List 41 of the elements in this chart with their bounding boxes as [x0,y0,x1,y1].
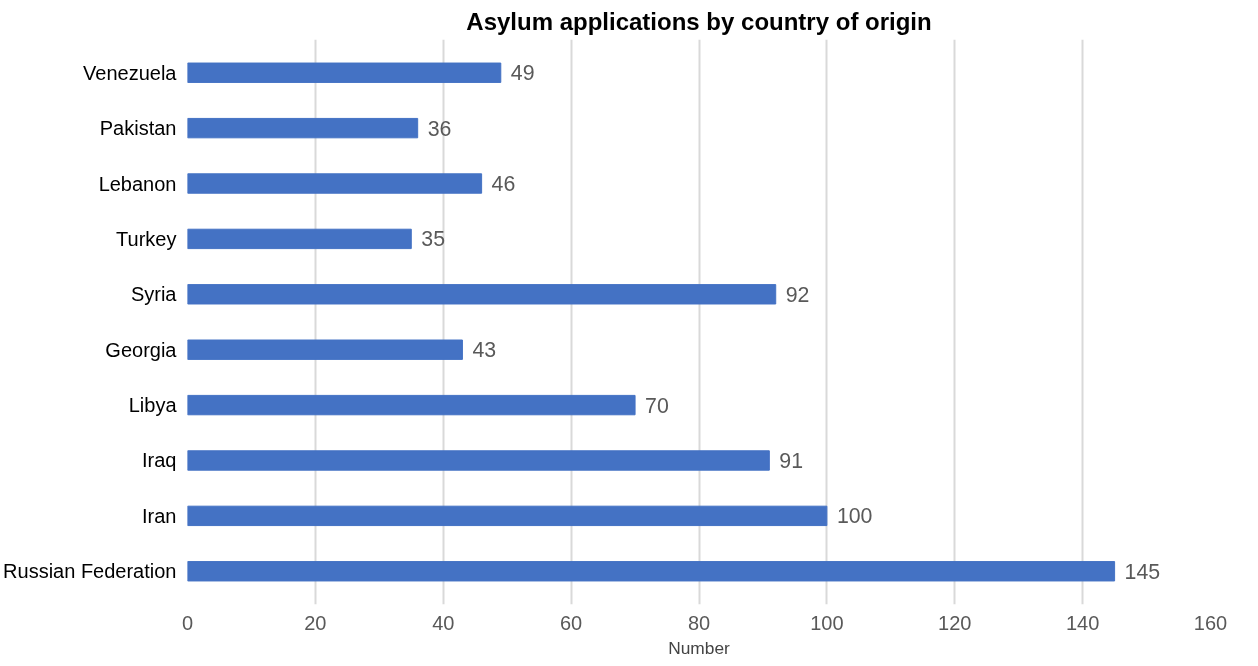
x-tick-label: 80 [687,611,711,634]
x-tick-label: 160 [1193,611,1228,634]
chart-title: Asylum applications by country of origin [466,7,932,35]
y-tick-label: Iran [142,504,177,527]
bar [187,284,777,305]
y-tick-label: Lebanon [98,172,177,195]
data-label: 91 [779,448,804,473]
bar [187,505,828,527]
y-tick-label: Libya [128,394,178,417]
data-label: 100 [836,504,873,529]
data-label: 70 [645,393,669,418]
data-label: 35 [421,227,446,252]
data-label: 145 [1124,559,1161,584]
data-label: 92 [785,282,810,307]
x-tick-label: 100 [810,611,844,634]
x-axis-title: Number [668,637,731,658]
y-tick-label: Pakistan [99,117,177,140]
x-tick-label: 20 [304,611,327,634]
x-tick-label: 140 [1065,611,1100,634]
x-tick-label: 40 [432,611,455,634]
x-tick-label: 120 [938,611,972,634]
y-tick-label: Georgia [105,338,178,361]
y-tick-label: Syria [130,283,178,306]
y-tick-label: Iraq [142,449,177,472]
x-tick-label: 0 [181,611,194,634]
bar [187,62,502,83]
y-tick-label: Venezuela [83,61,178,84]
y-tick-label: Turkey [116,227,177,250]
bar [187,561,1116,582]
bar [187,394,636,416]
data-label: 46 [491,172,516,197]
bar [187,173,483,194]
data-label: 36 [427,116,452,141]
bar [187,339,463,360]
x-tick-label: 60 [560,611,583,634]
data-label: 49 [510,61,535,86]
bar [187,450,770,471]
data-label: 43 [472,338,497,363]
y-tick-label: Russian Federation [3,560,177,583]
bar [187,117,419,139]
bar [187,228,412,250]
